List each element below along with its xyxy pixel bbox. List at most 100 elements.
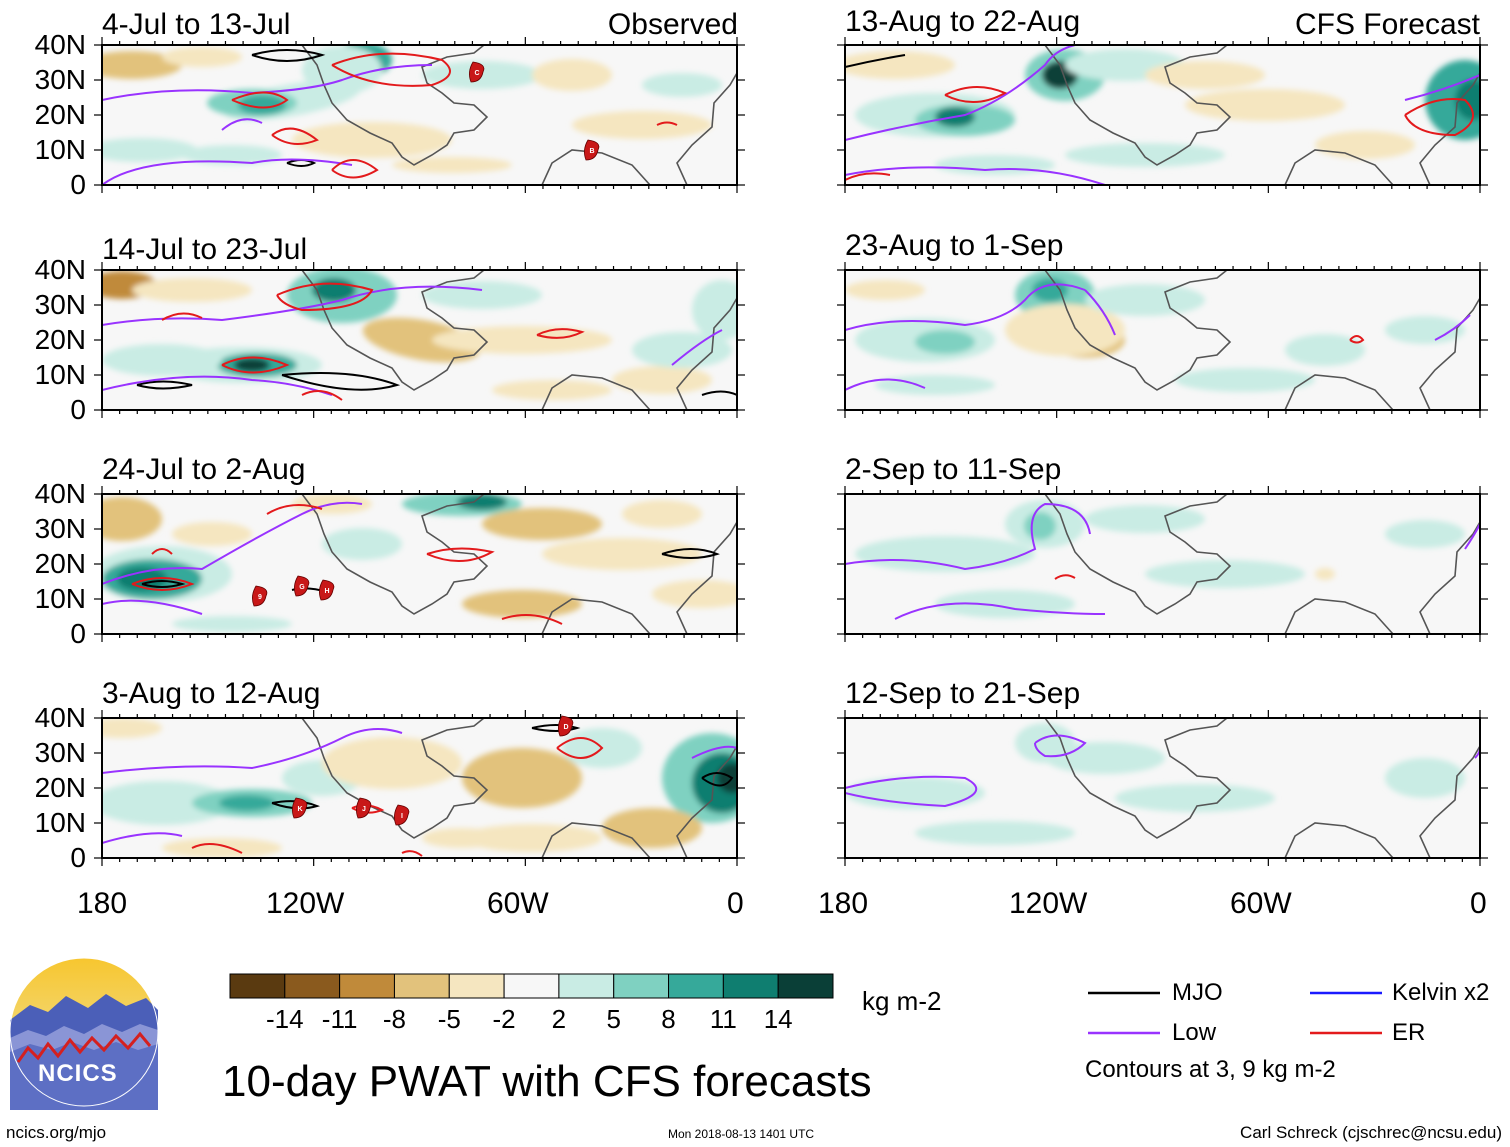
map-panel-forecast-1 <box>837 37 1488 193</box>
storm-marker-label: G <box>299 584 305 591</box>
y-label-row4-3: 10N <box>34 807 86 838</box>
er-contour <box>191 843 243 854</box>
low-contour <box>845 166 1106 185</box>
low-contour <box>845 775 978 808</box>
panel-title-left-4: 3-Aug to 12-Aug <box>102 677 321 710</box>
low-contour <box>845 378 926 391</box>
low-contour <box>221 118 263 131</box>
y-label-row1-1: 30N <box>34 64 86 95</box>
colorbar-tick-label: 8 <box>661 1004 676 1034</box>
mjo-contour <box>701 390 737 396</box>
storm-marker-H: H <box>319 579 335 601</box>
low-contour <box>102 728 403 774</box>
colorbar-swatch <box>284 973 341 999</box>
storm-marker-label: I <box>401 813 403 820</box>
low-contour <box>1434 314 1471 341</box>
er-contour <box>845 172 891 181</box>
y-label-row1-3: 10N <box>34 134 86 165</box>
storm-marker-label: D <box>563 724 568 731</box>
forecast-label: CFS Forecast <box>1294 8 1480 41</box>
map-panel-forecast-3 <box>837 486 1488 642</box>
x-label-left-60w: 60W <box>487 887 549 920</box>
colorbar-tick-label: -8 <box>382 1004 407 1034</box>
storm-marker-label: 9 <box>258 594 262 601</box>
low-contour <box>102 64 433 101</box>
panel-title-right-2: 23-Aug to 1-Sep <box>845 229 1064 262</box>
low-contour <box>1034 734 1087 758</box>
low-contour <box>102 832 183 844</box>
mjo-contour <box>281 371 401 391</box>
storm-marker-label: K <box>297 806 302 813</box>
main-title: 10-day PWAT with CFS forecasts <box>222 1057 872 1106</box>
x-label-right-180: 180 <box>818 887 869 920</box>
y-label-row4-4: 0 <box>70 842 86 873</box>
y-label-row2-0: 40N <box>34 254 86 285</box>
colorbar-swatch <box>722 973 779 999</box>
observed-label: Observed <box>607 8 738 41</box>
footer-timestamp: Mon 2018-08-13 1401 UTC <box>668 1127 815 1141</box>
y-label-row2-1: 30N <box>34 289 86 320</box>
mjo-contour <box>845 54 906 68</box>
legend-kelvin-label: Kelvin x2 <box>1392 979 1490 1006</box>
colorbar-swatch <box>777 973 834 999</box>
x-label-right-0: 0 <box>1470 887 1487 920</box>
y-label-row1-2: 20N <box>34 99 86 130</box>
y-label-row3-3: 10N <box>34 583 86 614</box>
er-contour <box>131 577 195 591</box>
colorbar-swatch <box>229 973 286 999</box>
er-contour <box>426 547 495 563</box>
mjo-contour <box>136 380 193 390</box>
low-contour <box>845 283 1086 331</box>
storm-marker-label: H <box>324 588 329 595</box>
colorbar-tick-label: 11 <box>709 1004 737 1034</box>
storm-marker-9: 9 <box>252 585 268 607</box>
er-contour <box>221 356 290 374</box>
mjo-contour <box>661 548 720 559</box>
legend-note: Contours at 3, 9 kg m-2 <box>1085 1056 1336 1083</box>
storm-marker-label: C <box>474 70 479 77</box>
panel-title-left-2: 14-Jul to 23-Jul <box>102 233 308 266</box>
y-label-row2-3: 10N <box>34 359 86 390</box>
low-contour <box>671 329 723 366</box>
map-panel-observed-4 <box>94 710 745 866</box>
storm-marker-J: J <box>356 797 372 819</box>
er-contour <box>151 548 173 555</box>
er-contour <box>944 85 1008 104</box>
colorbar-swatch <box>339 973 395 999</box>
y-label-row4-0: 40N <box>34 702 86 733</box>
panel-title-right-1: 13-Aug to 22-Aug <box>845 5 1081 38</box>
er-contour <box>536 328 585 339</box>
y-label-row3-1: 30N <box>34 513 86 544</box>
colorbar-swatch <box>668 973 724 999</box>
y-label-row2-2: 20N <box>34 324 86 355</box>
er-contour <box>271 127 319 145</box>
panel-title-right-4: 12-Sep to 21-Sep <box>845 677 1081 710</box>
colorbar-tick-label: -2 <box>492 1004 516 1034</box>
legend-low-label: Low <box>1172 1019 1217 1046</box>
low-contour <box>1084 289 1116 336</box>
low-contour <box>102 375 333 396</box>
footer-url[interactable]: ncics.org/mjo <box>6 1123 107 1142</box>
storm-marker-label: J <box>362 806 366 813</box>
y-label-row3-0: 40N <box>34 478 86 509</box>
y-label-row4-1: 30N <box>34 737 86 768</box>
storm-marker-I: I <box>394 804 410 826</box>
storm-marker-G: G <box>294 575 310 597</box>
colorbar <box>229 973 834 999</box>
er-contour <box>1054 574 1076 580</box>
logo-text: NCICS <box>38 1060 118 1087</box>
panel-title-right-3: 2-Sep to 11-Sep <box>845 453 1062 486</box>
y-label-row3-4: 0 <box>70 618 86 649</box>
legend-er-label: ER <box>1392 1019 1426 1046</box>
storm-marker-K: K <box>292 797 308 819</box>
ncics-logo <box>9 957 159 1110</box>
low-contour <box>845 45 1076 141</box>
map-panel-observed-3 <box>94 486 745 642</box>
er-contour <box>161 312 203 321</box>
er-contour <box>266 504 323 515</box>
x-label-right-120w: 120W <box>1009 887 1088 920</box>
mjo-contour <box>251 49 326 62</box>
colorbar-tick-label: -11 <box>321 1004 358 1034</box>
y-label-row2-4: 0 <box>70 394 86 425</box>
